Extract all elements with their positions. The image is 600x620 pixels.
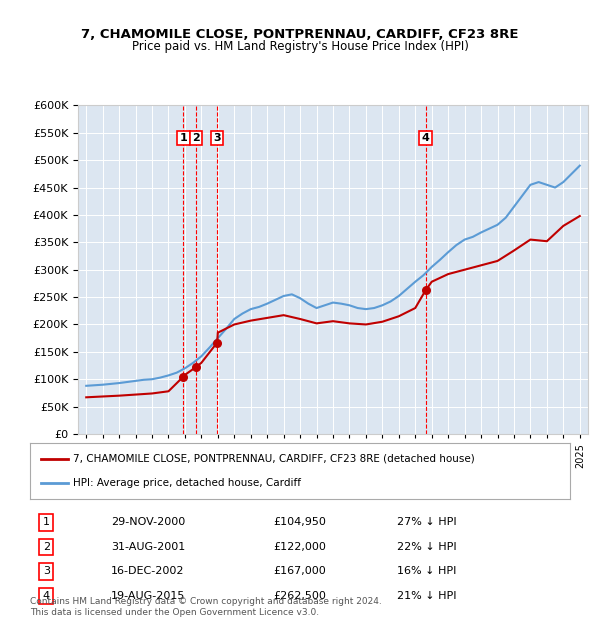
Text: 3: 3 — [214, 133, 221, 143]
Point — [212, 337, 222, 347]
Text: HPI: Average price, detached house, Cardiff: HPI: Average price, detached house, Card… — [73, 479, 301, 489]
Text: £262,500: £262,500 — [273, 591, 326, 601]
Text: 4: 4 — [43, 591, 50, 601]
Text: 19-AUG-2015: 19-AUG-2015 — [111, 591, 185, 601]
Point — [191, 362, 200, 372]
Text: 16-DEC-2002: 16-DEC-2002 — [111, 567, 185, 577]
Text: 16% ↓ HPI: 16% ↓ HPI — [397, 567, 457, 577]
Point — [421, 285, 430, 295]
Text: £122,000: £122,000 — [273, 542, 326, 552]
Text: £104,950: £104,950 — [273, 517, 326, 527]
Text: 3: 3 — [43, 567, 50, 577]
Text: 22% ↓ HPI: 22% ↓ HPI — [397, 542, 457, 552]
Text: 29-NOV-2000: 29-NOV-2000 — [111, 517, 185, 527]
Text: 4: 4 — [422, 133, 430, 143]
Text: 1: 1 — [179, 133, 187, 143]
Text: 2: 2 — [192, 133, 200, 143]
Text: 7, CHAMOMILE CLOSE, PONTPRENNAU, CARDIFF, CF23 8RE (detached house): 7, CHAMOMILE CLOSE, PONTPRENNAU, CARDIFF… — [73, 454, 475, 464]
Text: 2: 2 — [43, 542, 50, 552]
Point — [179, 371, 188, 381]
Text: Contains HM Land Registry data © Crown copyright and database right 2024.
This d: Contains HM Land Registry data © Crown c… — [30, 598, 382, 617]
Text: 21% ↓ HPI: 21% ↓ HPI — [397, 591, 457, 601]
Text: £167,000: £167,000 — [273, 567, 326, 577]
Text: 1: 1 — [43, 517, 50, 527]
Text: Price paid vs. HM Land Registry's House Price Index (HPI): Price paid vs. HM Land Registry's House … — [131, 40, 469, 53]
Text: 31-AUG-2001: 31-AUG-2001 — [111, 542, 185, 552]
Text: 27% ↓ HPI: 27% ↓ HPI — [397, 517, 457, 527]
Text: 7, CHAMOMILE CLOSE, PONTPRENNAU, CARDIFF, CF23 8RE: 7, CHAMOMILE CLOSE, PONTPRENNAU, CARDIFF… — [81, 28, 519, 41]
